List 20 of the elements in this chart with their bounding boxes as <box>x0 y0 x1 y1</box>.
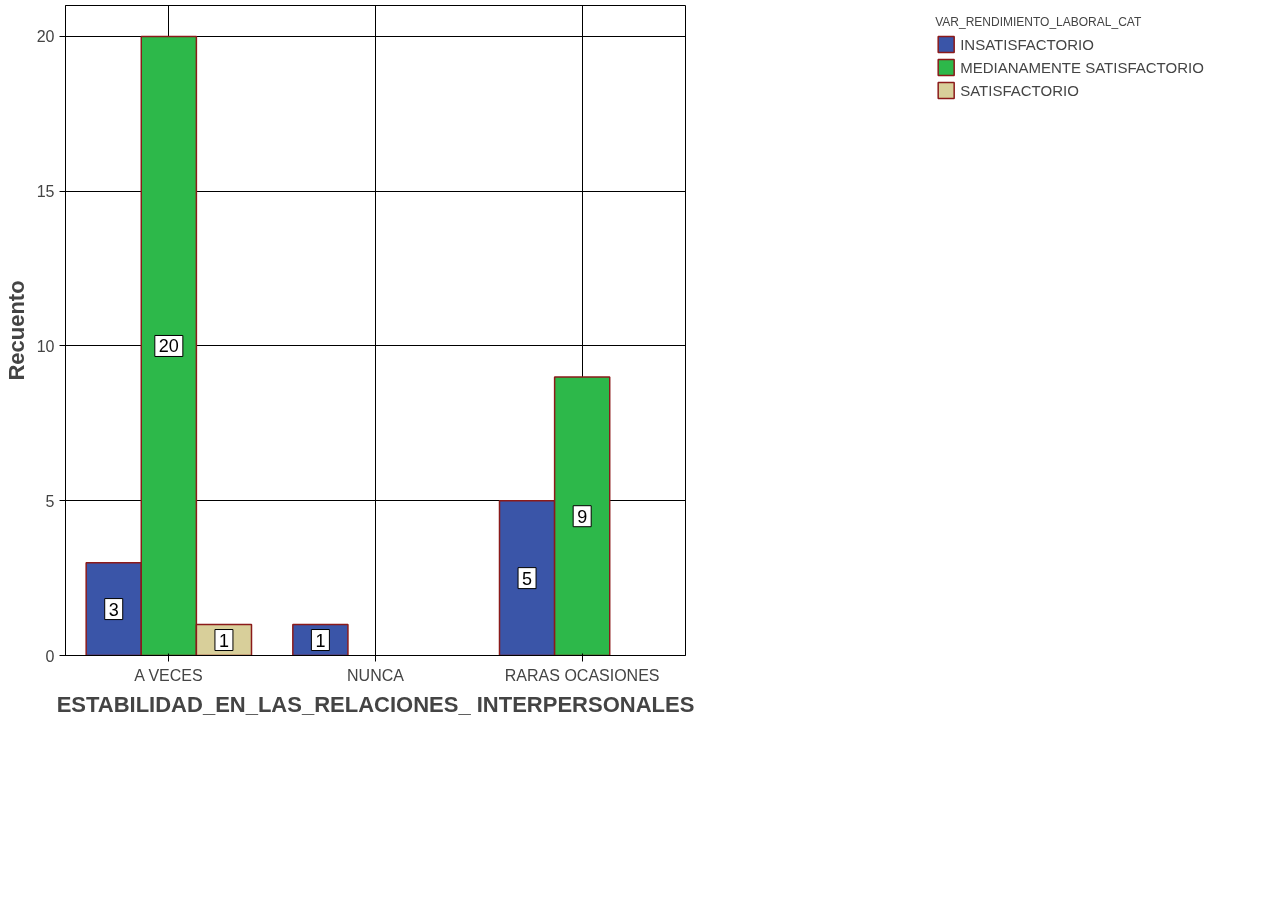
y-tick-label: 15 <box>36 183 55 201</box>
data-label: 9 <box>577 506 588 527</box>
y-tick-label: 5 <box>45 492 55 510</box>
data-label: 3 <box>108 599 119 620</box>
y-tick-label: 0 <box>45 647 55 665</box>
x-tick-label: A VECES <box>134 666 203 684</box>
y-tick-label: 20 <box>36 28 55 46</box>
x-tick-label: NUNCA <box>347 666 405 684</box>
data-label: 5 <box>522 568 533 589</box>
data-label: 1 <box>218 630 229 651</box>
data-label: 1 <box>315 630 326 651</box>
legend-label: SATISFACTORIO <box>960 81 1079 99</box>
legend-label: MEDIANAMENTE SATISFACTORIO <box>960 58 1204 76</box>
data-label: 20 <box>158 336 179 357</box>
x-tick-label: RARAS OCASIONES <box>504 666 660 684</box>
y-tick-label: 10 <box>36 337 55 355</box>
legend-title: VAR_RENDIMIENTO_LABORAL_CAT <box>935 15 1143 29</box>
y-axis-title: Recuento <box>3 280 29 381</box>
x-axis-title: ESTABILIDAD_EN_LAS_RELACIONES_ INTERPERSONALES <box>56 691 695 717</box>
legend-label: INSATISFACTORIO <box>960 35 1094 53</box>
